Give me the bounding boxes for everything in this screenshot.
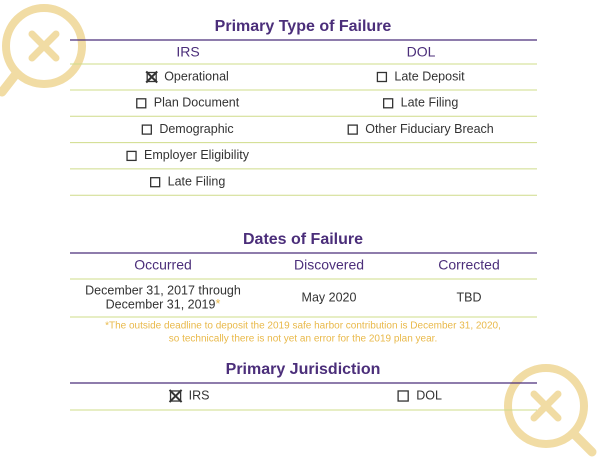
checkbox xyxy=(146,71,157,83)
checkbox-item: Late Filing xyxy=(150,174,226,188)
checkbox xyxy=(397,390,409,402)
check-mark xyxy=(145,70,158,84)
checkbox-item: Late Filing xyxy=(383,96,459,110)
footnote: so technically there is not yet an error… xyxy=(169,334,438,345)
checkbox-item: Other Fiduciary Breach xyxy=(347,122,494,136)
checkbox xyxy=(383,98,394,109)
checkbox xyxy=(141,124,152,135)
section-title: Dates of Failure xyxy=(243,231,363,248)
column-header: Discovered xyxy=(294,257,364,273)
checkbox-label: DOL xyxy=(416,388,442,402)
checkbox xyxy=(136,98,147,109)
footnote: *The outside deadline to deposit the 201… xyxy=(105,321,501,332)
checkbox-label: Late Filing xyxy=(168,174,226,188)
checkbox-label: Plan Document xyxy=(154,96,240,110)
section-title: Primary Jurisdiction xyxy=(226,361,381,378)
date-text: December 31, 2017 through xyxy=(85,283,241,297)
checkbox-item: Employer Eligibility xyxy=(126,148,250,162)
checkbox-item: IRS xyxy=(168,388,210,403)
checkbox-item: Late Deposit xyxy=(376,69,465,83)
column-header: Occurred xyxy=(134,257,192,273)
checkbox-label: Late Deposit xyxy=(394,69,465,83)
checkbox-item: Demographic xyxy=(141,122,234,136)
date-text: December 31, 2019* xyxy=(106,297,221,311)
check-mark xyxy=(168,389,183,403)
column-header: IRS xyxy=(176,44,199,60)
date-text: TBD xyxy=(457,290,482,304)
column-header: DOL xyxy=(407,44,436,60)
checkbox xyxy=(347,124,358,135)
checkbox-label: Late Filing xyxy=(401,96,459,110)
checkbox-label: IRS xyxy=(189,388,210,402)
date-text: May 2020 xyxy=(302,290,357,304)
column-header: Corrected xyxy=(438,257,499,273)
checkbox xyxy=(150,177,161,188)
checkbox-label: Other Fiduciary Breach xyxy=(365,122,494,136)
checkbox xyxy=(376,71,388,83)
magnifier-icon xyxy=(504,364,597,457)
magnifier-icon xyxy=(0,4,86,97)
note-marker: * xyxy=(215,297,220,311)
checkbox-label: Employer Eligibility xyxy=(144,148,250,162)
checkbox xyxy=(169,390,182,402)
section-title: Primary Type of Failure xyxy=(215,18,392,35)
checkbox xyxy=(126,150,137,162)
checkbox-item: Plan Document xyxy=(136,96,240,110)
checkbox-label: Demographic xyxy=(159,122,233,136)
checkbox-label: Operational xyxy=(164,69,229,83)
checkbox-item: Operational xyxy=(145,69,229,84)
checkbox-item: DOL xyxy=(397,388,442,402)
